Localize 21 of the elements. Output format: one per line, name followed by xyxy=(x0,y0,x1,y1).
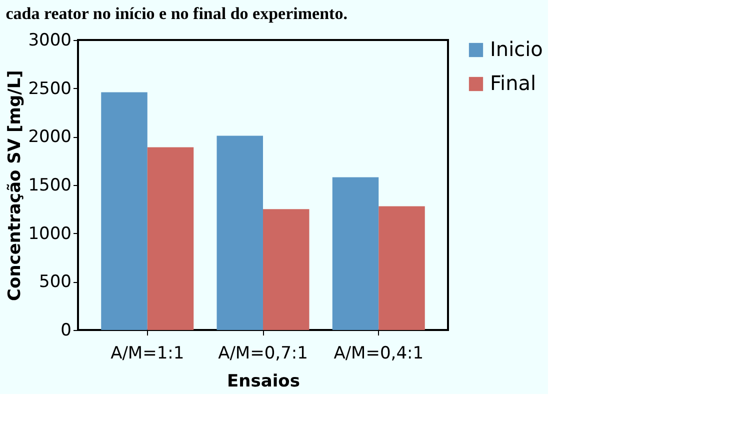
bar xyxy=(378,206,425,330)
bar xyxy=(332,177,379,330)
x-tick-label: A/M=1:1 xyxy=(110,344,184,364)
bar xyxy=(147,147,194,330)
bar xyxy=(101,92,148,330)
legend-label: Inicio xyxy=(490,37,543,61)
y-axis-title: Concentração SV [mg/L] xyxy=(5,70,26,301)
bar xyxy=(216,136,263,330)
bar xyxy=(263,209,310,330)
chart-title: cada reator no início e no final do experimento. xyxy=(6,4,348,23)
x-axis-title: Ensaios xyxy=(227,372,300,392)
y-tick-label: 1000 xyxy=(28,224,72,244)
y-tick-label: 2500 xyxy=(28,78,72,99)
y-tick-label: 3000 xyxy=(28,30,72,50)
legend-label: Final xyxy=(490,71,536,95)
y-tick-label: 500 xyxy=(39,272,72,292)
x-tick-label: A/M=0,4:1 xyxy=(334,344,424,364)
y-tick-label: 2000 xyxy=(28,127,72,148)
x-tick-label: A/M=0,7:1 xyxy=(218,344,308,364)
y-tick-label: 1500 xyxy=(28,176,72,196)
y-tick-label: 0 xyxy=(60,320,72,340)
